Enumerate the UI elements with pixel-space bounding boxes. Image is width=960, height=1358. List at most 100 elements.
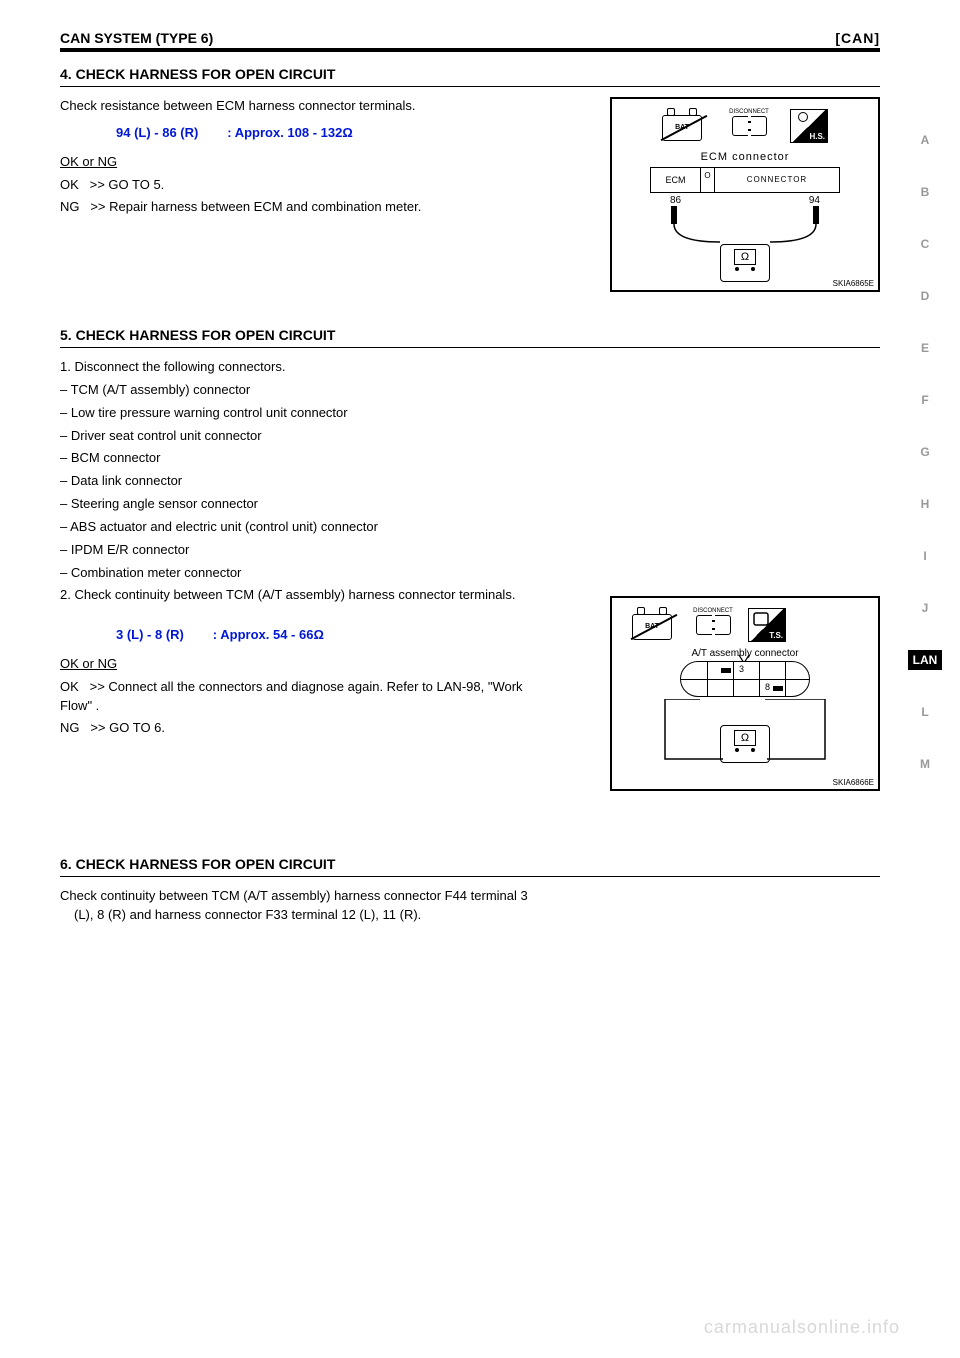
battery-icon-2: BAT: [632, 608, 678, 642]
tab-f[interactable]: F: [908, 390, 942, 410]
step4-num: 4.: [60, 66, 72, 82]
step4-ng-text: Repair harness between ECM and combinati…: [109, 199, 421, 214]
ecm-conn-title: ECM connector: [612, 151, 878, 163]
step6-text: Check continuity between TCM (A/T assemb…: [60, 887, 880, 925]
step5-ok-text: Connect all the connectors and diagnose …: [60, 679, 523, 713]
step4-heading: CHECK HARNESS FOR OPEN CIRCUIT: [76, 66, 336, 82]
step5-text2: 3 (L) - 8 (R) : Approx. 54 - 66Ω OK or N…: [60, 626, 550, 738]
step5-l1: – TCM (A/T assembly) connector: [60, 381, 880, 400]
disconnect-icon-2: DISCONNECT: [690, 608, 736, 642]
step5-ng-row: NG >> GO TO 6.: [60, 719, 550, 738]
step4-ok-text: GO TO 5.: [108, 177, 164, 192]
step5-l8: – IPDM E/R connector: [60, 541, 880, 560]
at-meter: Ω: [720, 725, 770, 763]
header-title: CAN SYSTEM (TYPE 6): [60, 30, 213, 46]
page-header: CAN SYSTEM (TYPE 6) [CAN]: [60, 30, 880, 46]
figure-ecm: BAT DISCONNECT H.S. ECM connector ECM O: [610, 97, 880, 292]
at-pointer-icon: [738, 651, 750, 661]
ecm-box-left: ECM: [651, 168, 701, 192]
tab-c[interactable]: C: [908, 234, 942, 254]
ecm-meter: Ω: [720, 244, 770, 282]
ts-text: T.S.: [769, 631, 783, 640]
okng-label: OK or NG: [60, 656, 117, 671]
at-pin-3: 3: [739, 664, 744, 674]
step5-l4: – BCM connector: [60, 449, 880, 468]
step4-rule: [60, 86, 880, 87]
ecm-fig-id: SKIA6865E: [833, 279, 874, 288]
step4-spec-right: : Approx. 108 - 132Ω: [227, 125, 353, 140]
tab-e[interactable]: E: [908, 338, 942, 358]
step5-spec-left: 3 (L) - 8 (R): [116, 627, 184, 642]
hs-text: H.S.: [809, 132, 825, 141]
battery-icon: BAT: [662, 109, 708, 143]
at-connector: 3 8: [680, 661, 810, 699]
step5-heading: CHECK HARNESS FOR OPEN CIRCUIT: [76, 327, 336, 343]
header-tag: [CAN]: [835, 30, 880, 46]
tab-m[interactable]: M: [908, 754, 942, 774]
tab-j[interactable]: J: [908, 598, 942, 618]
step4-text: Check resistance between ECM harness con…: [60, 97, 550, 217]
step5-l5: – Data link connector: [60, 472, 880, 491]
disc-label: DISCONNECT: [726, 109, 772, 115]
step4-ok-row: OK >> GO TO 5.: [60, 176, 550, 195]
tab-l[interactable]: L: [908, 702, 942, 722]
header-rule: [60, 48, 880, 52]
step4-ok: OK or NG: [60, 153, 550, 172]
step5-l9: – Combination meter connector: [60, 564, 880, 583]
ts-icon: T.S.: [748, 608, 786, 642]
step4-body: Check resistance between ECM harness con…: [60, 97, 880, 297]
step5-ng-text: GO TO 6.: [109, 720, 165, 735]
ecm-pin-86: 86: [670, 195, 681, 206]
ok-label: OK or NG: [60, 154, 117, 169]
ecm-pin-labels: 86 94: [670, 195, 820, 206]
ecm-icon-row: BAT DISCONNECT H.S.: [612, 109, 878, 143]
step5-body: 1. Disconnect the following connectors. …: [60, 358, 880, 618]
tab-a[interactable]: A: [908, 130, 942, 150]
ecm-box-o: O: [701, 168, 715, 192]
step4-title: 4. CHECK HARNESS FOR OPEN CIRCUIT: [60, 66, 880, 82]
step6-num: 6.: [60, 856, 72, 872]
step6-rule: [60, 876, 880, 877]
step5-l6: – Steering angle sensor connector: [60, 495, 880, 514]
step5-okng-label: OK or NG: [60, 655, 550, 674]
disconnect-icon: DISCONNECT: [726, 109, 772, 143]
figure-at: BAT DISCONNECT T.S. A/T assembly connect…: [610, 596, 880, 791]
step6-title: 6. CHECK HARNESS FOR OPEN CIRCUIT: [60, 856, 880, 872]
step4-spec: 94 (L) - 86 (R) : Approx. 108 - 132Ω: [116, 124, 550, 143]
step5-text: 1. Disconnect the following connectors. …: [60, 358, 880, 605]
step5-l3: – Driver seat control unit connector: [60, 427, 880, 446]
step4-ng-row: NG >> Repair harness between ECM and com…: [60, 198, 550, 217]
at-fig-id: SKIA6866E: [833, 778, 874, 787]
tab-h[interactable]: H: [908, 494, 942, 514]
step5-title: 5. CHECK HARNESS FOR OPEN CIRCUIT: [60, 327, 880, 343]
step5-l2: – Low tire pressure warning control unit…: [60, 404, 880, 423]
side-tabs: A B C D E F G H I J LAN L M: [908, 130, 942, 806]
step4-line1: Check resistance between ECM harness con…: [60, 97, 550, 116]
step4-okng: OK or NG OK >> GO TO 5. NG >> Repair har…: [60, 153, 550, 218]
ecm-connector-box: ECM O CONNECTOR: [650, 167, 840, 193]
tab-b[interactable]: B: [908, 182, 942, 202]
at-icon-row: BAT DISCONNECT T.S.: [612, 608, 878, 642]
step5-num: 5.: [60, 327, 72, 343]
tab-d[interactable]: D: [908, 286, 942, 306]
hs-icon: H.S.: [790, 109, 828, 143]
tab-lan[interactable]: LAN: [908, 650, 942, 670]
page-content: CAN SYSTEM (TYPE 6) [CAN] 4. CHECK HARNE…: [60, 30, 880, 925]
step5-l0: 1. Disconnect the following connectors.: [60, 358, 880, 377]
step5-spec: 3 (L) - 8 (R) : Approx. 54 - 66Ω: [116, 626, 550, 645]
at-pin-8: 8: [765, 682, 770, 692]
ecm-ohm: Ω: [734, 249, 756, 265]
step5-rule: [60, 347, 880, 348]
disc-label-2: DISCONNECT: [690, 608, 736, 614]
at-wires: Ω: [645, 699, 845, 769]
ecm-pin-94: 94: [809, 195, 820, 206]
step5-okng: OK or NG OK >> Connect all the connector…: [60, 655, 550, 738]
ecm-box-right: CONNECTOR: [715, 168, 839, 192]
tab-i[interactable]: I: [908, 546, 942, 566]
ecm-probes: [665, 206, 825, 244]
step4-spec-left: 94 (L) - 86 (R): [116, 125, 198, 140]
watermark: carmanualsonline.info: [704, 1317, 900, 1338]
tab-g[interactable]: G: [908, 442, 942, 462]
step6-l0: Check continuity between TCM (A/T assemb…: [60, 887, 550, 925]
at-ohm: Ω: [734, 730, 756, 746]
